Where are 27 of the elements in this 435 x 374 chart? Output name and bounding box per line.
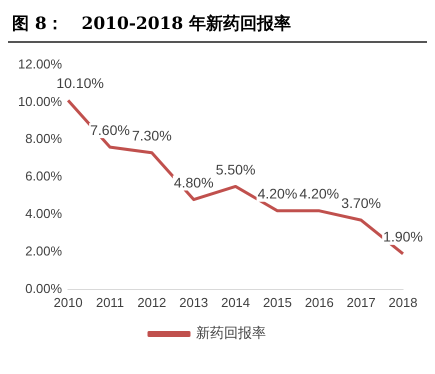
y-tick-label: 4.00% bbox=[25, 206, 63, 222]
data-label: 10.10% bbox=[56, 75, 104, 92]
data-label: 3.70% bbox=[341, 195, 381, 212]
y-tick-label: 0.00% bbox=[25, 280, 63, 296]
data-label: 4.20% bbox=[258, 186, 298, 202]
y-tick-label: 2.00% bbox=[25, 244, 63, 259]
x-tick-label: 2014 bbox=[221, 294, 250, 310]
y-tick-label: 10.00% bbox=[18, 94, 63, 109]
x-tick-label: 2015 bbox=[262, 294, 292, 310]
data-label: 4.80% bbox=[174, 174, 214, 190]
y-tick-label: 12.00% bbox=[18, 56, 63, 72]
x-tick-label: 2010 bbox=[54, 294, 83, 310]
x-tick-label: 2012 bbox=[137, 294, 166, 310]
x-tick-label: 2013 bbox=[179, 294, 208, 310]
legend-label: 新药回报率 bbox=[196, 326, 266, 342]
data-label: 4.20% bbox=[299, 186, 340, 202]
chart-title: 图 8： 2010-2018 年新药回报率 bbox=[8, 8, 427, 43]
x-tick-label: 2017 bbox=[346, 294, 376, 310]
x-tick-label: 2016 bbox=[304, 294, 334, 310]
y-tick-label: 8.00% bbox=[25, 131, 63, 146]
data-label: 7.30% bbox=[132, 128, 172, 144]
data-label: 1.90% bbox=[383, 228, 423, 245]
data-label: 5.50% bbox=[216, 161, 256, 178]
data-label: 7.60% bbox=[90, 122, 130, 138]
x-tick-label: 2011 bbox=[96, 294, 124, 310]
y-tick-label: 6.00% bbox=[25, 168, 63, 184]
x-tick-label: 2018 bbox=[388, 294, 418, 310]
